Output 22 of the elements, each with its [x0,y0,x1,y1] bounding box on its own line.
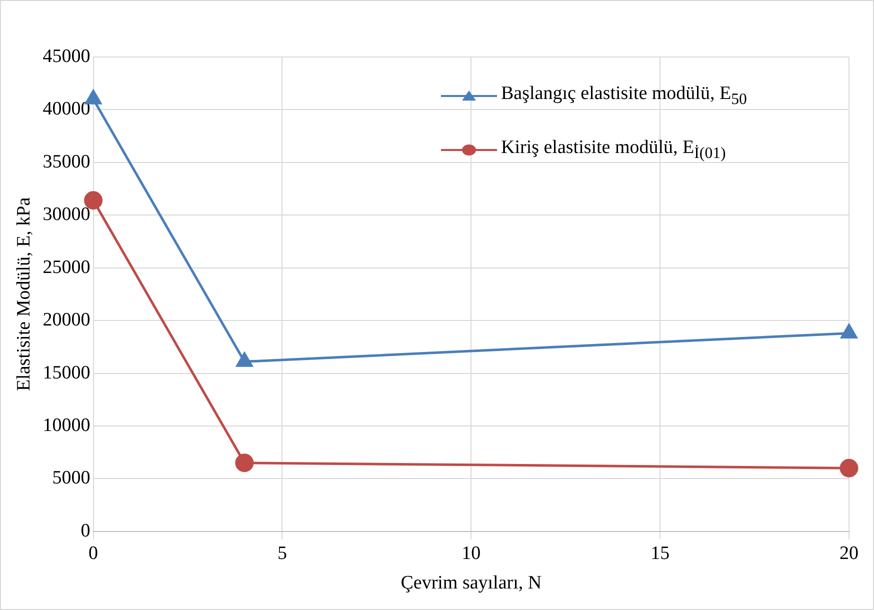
y-tick-label: 0 [80,520,90,542]
y-axis-title: Elastisite Modülü, E, kPa [13,196,34,392]
y-tick-label: 40000 [42,98,90,120]
x-tick-label: 5 [277,542,287,564]
y-tick-label: 25000 [42,256,90,278]
x-tick-label: 15 [650,542,670,564]
y-tick-label: 15000 [42,362,90,384]
y-tick-label: 35000 [42,151,90,172]
y-tick-label: 30000 [42,204,90,226]
point [840,324,858,338]
y-tick-label: 10000 [42,414,90,436]
legend-label: Kiriş elastisite modülü, E$_{İ(01)}$ [501,136,726,163]
x-tick-label: 20 [840,542,858,564]
y-tick-label: 5000 [52,468,90,489]
point [235,454,254,472]
y-tick-label: 20000 [42,310,90,331]
x-tick-label: 10 [462,542,481,564]
point [236,352,253,367]
point [840,458,858,478]
y-tick-label: 45000 [42,46,90,67]
legend-label: Başlangıç elastisite modülü, E$_{50}$ [501,83,747,109]
x-axis-title: Çevrim sayıları, N [400,572,542,594]
